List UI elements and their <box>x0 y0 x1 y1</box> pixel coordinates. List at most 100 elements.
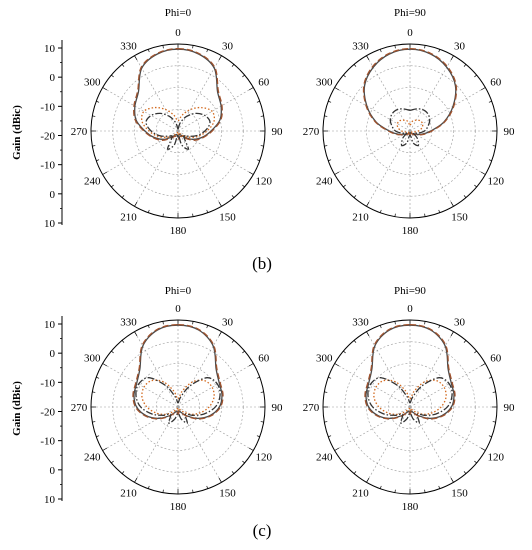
angle-tick <box>492 145 496 147</box>
polar-panel-c-right: Phi=90 0 30 60 90 120 150 180 210 240 270 300 330 <box>303 285 515 513</box>
angle-tick <box>366 201 370 207</box>
angle-tick <box>480 447 486 451</box>
angle-tick <box>192 321 194 325</box>
angle-tick <box>474 74 477 78</box>
angle-tick <box>231 471 235 474</box>
angle-label: 0 <box>175 27 181 39</box>
angle-tick <box>424 489 426 493</box>
gain-tick-label: -10 <box>40 101 55 113</box>
angle-tick <box>102 363 108 367</box>
gain-axis: 10 0 -10 -20 -10 0 10 Gain (dBic) <box>11 316 63 506</box>
angle-label: 210 <box>352 212 369 224</box>
angle-label: 30 <box>222 40 234 52</box>
angle-label: 0 <box>407 303 413 315</box>
angle-tick <box>324 421 328 423</box>
angle-tick <box>474 460 477 464</box>
grid-radial <box>366 55 411 132</box>
angle-label: 90 <box>272 402 284 414</box>
angle-tick <box>260 391 264 393</box>
grid-circle <box>134 87 222 175</box>
angle-tick <box>147 49 150 53</box>
angle-tick <box>334 363 340 367</box>
angle-label: 330 <box>120 316 137 328</box>
grid-radial <box>134 406 179 483</box>
angle-label: 60 <box>258 353 270 365</box>
grid-radial <box>334 363 411 408</box>
gain-axis: 10 0 -10 -20 -10 0 10 Gain (dBic) <box>11 40 63 230</box>
gain-tick-label: 0 <box>50 465 56 477</box>
grid-radial <box>102 130 179 175</box>
grid-radial <box>366 130 411 207</box>
angle-label: 90 <box>272 126 284 138</box>
panel-title: Phi=90 <box>394 285 426 297</box>
angle-label: 150 <box>219 212 236 224</box>
angle-tick <box>134 55 138 61</box>
grid-radial <box>134 130 179 207</box>
angle-tick <box>438 209 441 213</box>
series-line-dash <box>133 47 223 141</box>
angle-label: 30 <box>454 40 466 52</box>
series-line-dot <box>373 379 447 415</box>
panel-title: Phi=0 <box>165 285 192 297</box>
angle-tick <box>147 325 150 329</box>
angle-label: 210 <box>120 212 137 224</box>
angle-label: 30 <box>454 316 466 328</box>
angle-label: 300 <box>84 77 101 89</box>
angle-label: 30 <box>222 316 234 328</box>
angle-tick <box>492 421 496 423</box>
gain-tick-label: 0 <box>50 189 56 201</box>
angle-tick <box>324 115 328 117</box>
angle-label: 120 <box>487 176 504 188</box>
angle-tick <box>488 100 492 103</box>
angle-tick <box>92 115 96 117</box>
angle-tick <box>450 477 454 483</box>
angle-tick <box>162 489 164 493</box>
series-line-solid <box>365 324 455 420</box>
angle-tick <box>111 350 114 354</box>
angle-tick <box>480 87 486 91</box>
angle-tick <box>231 64 235 67</box>
angle-label: 270 <box>71 402 88 414</box>
angle-tick <box>248 87 254 91</box>
gain-tick-label: 10 <box>44 494 56 506</box>
angle-label: 180 <box>170 225 187 237</box>
grid-radial <box>177 87 254 132</box>
angle-tick <box>424 45 426 49</box>
angle-tick <box>192 213 194 217</box>
angle-tick <box>260 421 264 423</box>
panel-title: Phi=0 <box>165 7 192 19</box>
grid-radial <box>409 406 486 451</box>
angle-tick <box>353 340 357 343</box>
grid-circle <box>134 363 222 451</box>
angle-tick <box>134 201 138 207</box>
angle-tick <box>96 100 100 103</box>
angle-tick <box>121 471 125 474</box>
angle-tick <box>206 485 209 489</box>
angle-tick <box>424 213 426 217</box>
grid-radial <box>409 130 454 207</box>
angle-label: 330 <box>352 316 369 328</box>
angle-tick <box>218 477 222 483</box>
angle-tick <box>92 391 96 393</box>
angle-tick <box>450 55 454 61</box>
series-line-dot <box>140 106 216 138</box>
angle-tick <box>379 49 382 53</box>
angle-label: 330 <box>120 40 137 52</box>
angle-tick <box>147 209 150 213</box>
angle-tick <box>334 171 340 175</box>
angle-tick <box>343 460 346 464</box>
grid-radial <box>409 87 486 132</box>
angle-tick <box>121 195 125 198</box>
angle-tick <box>260 115 264 117</box>
polar-panel-b-left: Phi=0 0 30 60 90 120 150 180 210 240 270 300 330 10 0 -… <box>11 7 283 237</box>
angle-label: 90 <box>504 126 516 138</box>
angle-tick <box>134 331 138 337</box>
angle-tick <box>353 471 357 474</box>
angle-tick <box>343 184 346 188</box>
angle-label: 120 <box>487 452 504 464</box>
grid-circle <box>366 363 454 451</box>
series-line-dash <box>364 323 456 420</box>
caption-c: (c) <box>253 521 272 540</box>
angle-tick <box>328 159 332 162</box>
angle-tick <box>394 321 396 325</box>
